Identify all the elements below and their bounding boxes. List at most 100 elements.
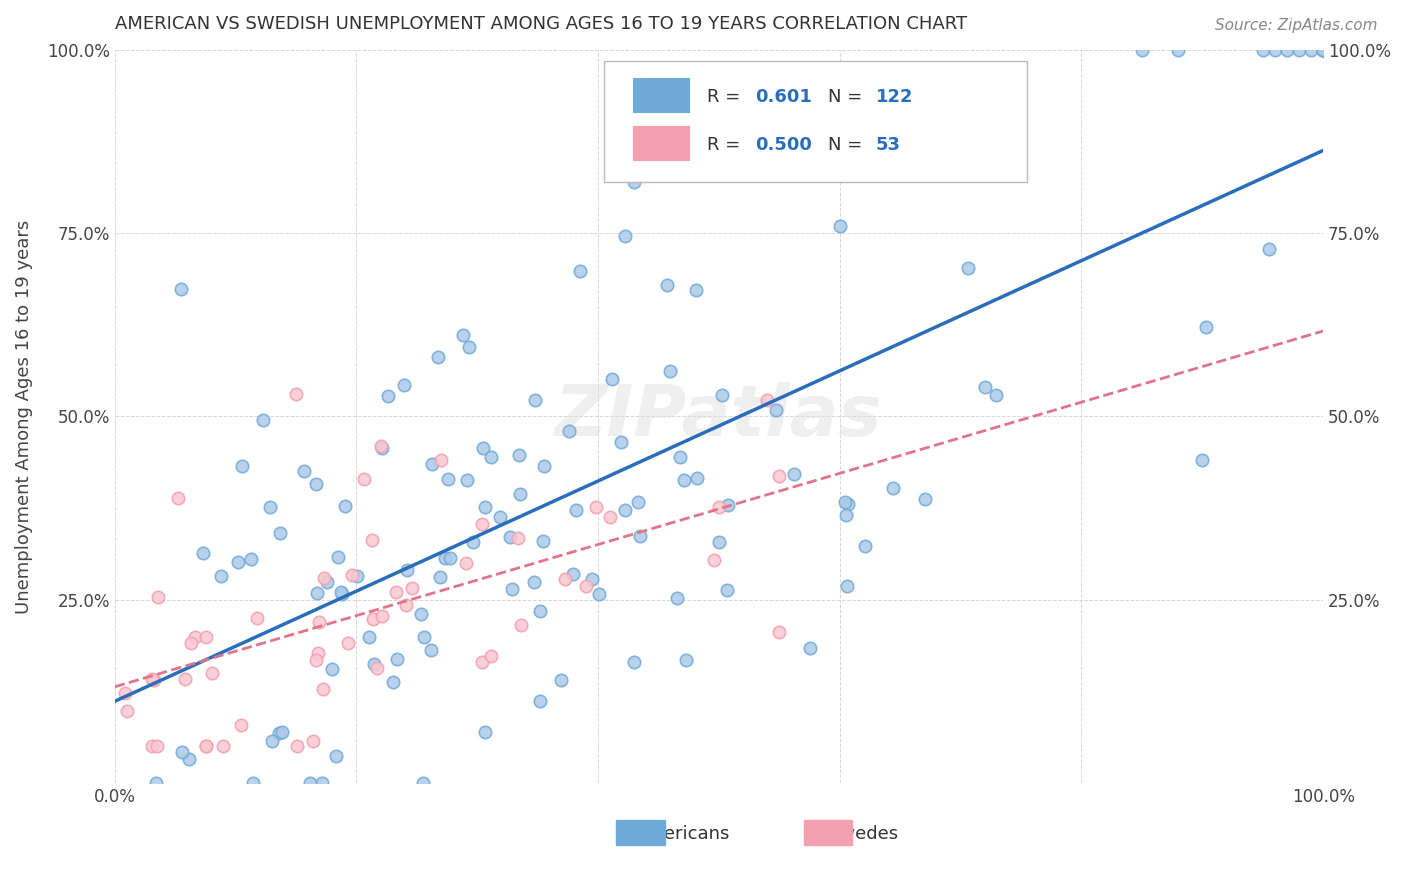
Americans — [377, 389, 399, 403]
Swedes — [229, 717, 252, 731]
Americans — [882, 482, 904, 496]
FancyBboxPatch shape — [616, 820, 665, 846]
Americans — [433, 550, 456, 565]
Americans — [984, 388, 1007, 402]
Swedes — [305, 653, 328, 667]
Americans — [509, 487, 531, 501]
Americans — [686, 471, 709, 485]
FancyBboxPatch shape — [634, 127, 689, 160]
Swedes — [707, 500, 730, 515]
Swedes — [174, 672, 197, 686]
Americans — [956, 261, 979, 276]
Americans — [837, 497, 859, 511]
Text: R =: R = — [707, 88, 745, 106]
Swedes — [114, 686, 136, 700]
Americans — [524, 393, 547, 408]
Americans — [419, 643, 441, 657]
Americans — [333, 499, 356, 513]
Swedes — [353, 472, 375, 486]
Americans — [610, 435, 633, 450]
Swedes — [285, 387, 308, 401]
Swedes — [184, 630, 207, 644]
Swedes — [479, 648, 502, 663]
Americans — [252, 413, 274, 427]
Americans — [1251, 43, 1274, 57]
Text: Source: ZipAtlas.com: Source: ZipAtlas.com — [1215, 18, 1378, 33]
Swedes — [336, 636, 359, 650]
Americans — [170, 282, 193, 296]
Swedes — [167, 491, 190, 505]
Americans — [260, 734, 283, 748]
Swedes — [361, 533, 384, 547]
Americans — [311, 776, 333, 790]
Text: Swedes: Swedes — [830, 825, 898, 843]
Americans — [231, 458, 253, 473]
Americans — [709, 535, 731, 549]
Americans — [1167, 43, 1189, 57]
Swedes — [768, 624, 790, 639]
FancyBboxPatch shape — [605, 61, 1028, 182]
Americans — [685, 283, 707, 297]
Americans — [209, 569, 232, 583]
Americans — [429, 570, 451, 584]
Americans — [675, 653, 697, 667]
Americans — [363, 657, 385, 672]
Americans — [463, 535, 485, 549]
Americans — [623, 175, 645, 189]
Swedes — [307, 646, 329, 660]
Text: 53: 53 — [876, 136, 901, 154]
Americans — [533, 458, 555, 473]
Americans — [426, 351, 449, 365]
Americans — [346, 569, 368, 583]
Americans — [299, 776, 322, 790]
Swedes — [246, 611, 269, 625]
Americans — [914, 492, 936, 507]
Swedes — [302, 733, 325, 747]
Americans — [834, 495, 856, 509]
Swedes — [575, 579, 598, 593]
Americans — [316, 574, 339, 589]
Text: ZIPatlas: ZIPatlas — [555, 382, 883, 450]
Americans — [565, 502, 588, 516]
Swedes — [115, 704, 138, 718]
Americans — [765, 402, 787, 417]
Americans — [305, 476, 328, 491]
Americans — [1195, 320, 1218, 334]
Swedes — [287, 739, 309, 754]
Americans — [456, 473, 478, 487]
Americans — [271, 725, 294, 739]
Swedes — [142, 673, 165, 688]
Swedes — [148, 591, 170, 605]
Americans — [973, 380, 995, 394]
Americans — [357, 630, 380, 644]
Americans — [529, 694, 551, 708]
Americans — [325, 749, 347, 764]
Americans — [413, 631, 436, 645]
Swedes — [599, 510, 621, 524]
Americans — [1275, 43, 1298, 57]
Americans — [381, 675, 404, 690]
Swedes — [195, 739, 218, 754]
Americans — [835, 508, 858, 523]
Text: AMERICAN VS SWEDISH UNEMPLOYMENT AMONG AGES 16 TO 19 YEARS CORRELATION CHART: AMERICAN VS SWEDISH UNEMPLOYMENT AMONG A… — [115, 15, 967, 33]
Americans — [412, 776, 434, 790]
Americans — [436, 473, 458, 487]
Americans — [665, 591, 688, 605]
Americans — [658, 364, 681, 378]
Americans — [1288, 43, 1310, 57]
Americans — [371, 441, 394, 455]
Americans — [439, 550, 461, 565]
Americans — [602, 372, 624, 386]
Swedes — [141, 672, 163, 686]
Americans — [955, 107, 977, 121]
Americans — [710, 388, 733, 402]
Swedes — [471, 655, 494, 669]
Americans — [240, 552, 263, 566]
Americans — [782, 467, 804, 481]
Americans — [330, 587, 353, 601]
Text: Americans: Americans — [636, 825, 730, 843]
Americans — [321, 662, 343, 676]
Americans — [828, 219, 851, 233]
Americans — [326, 550, 349, 565]
Americans — [392, 378, 415, 392]
